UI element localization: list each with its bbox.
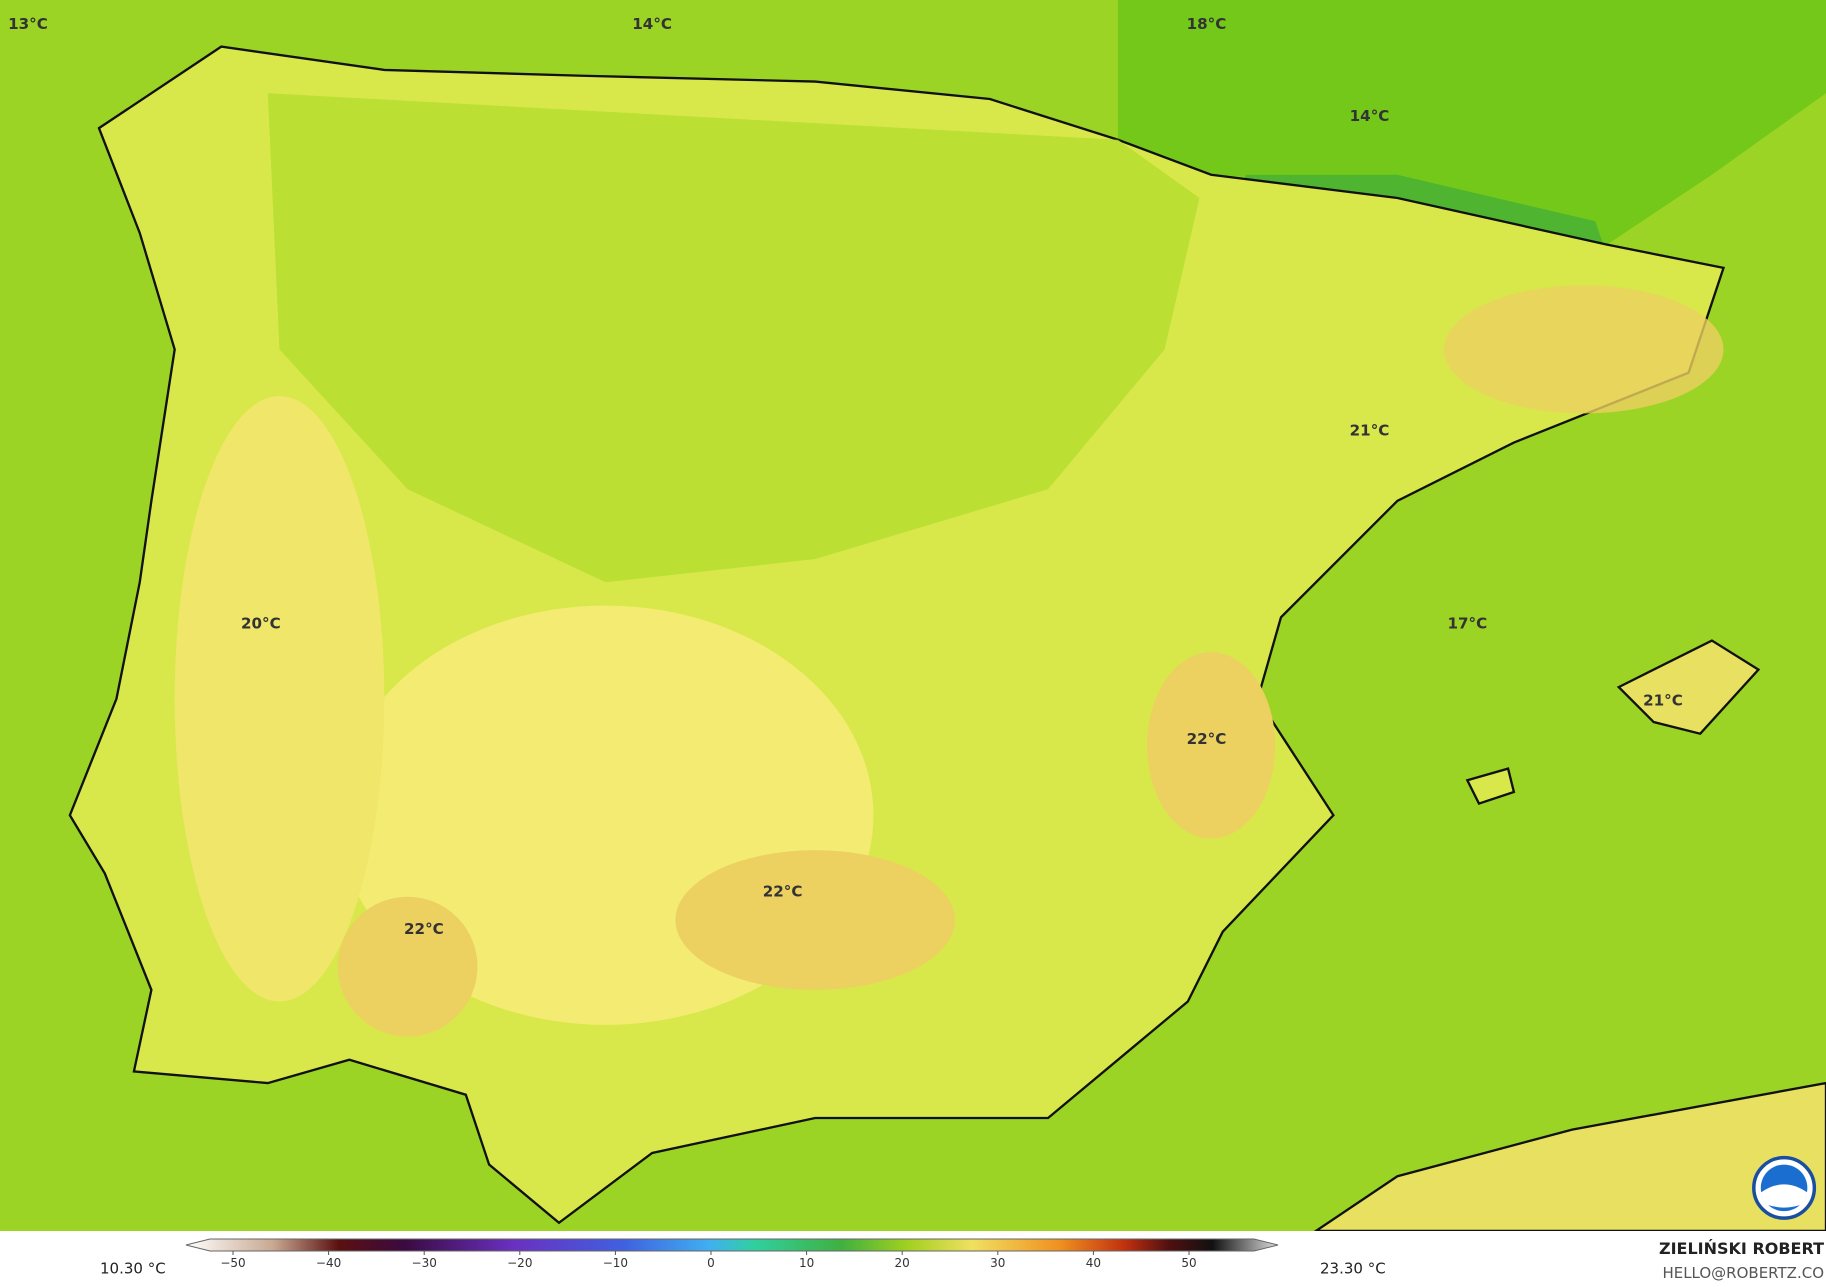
tick-label: 30 — [990, 1256, 1005, 1270]
ibiza — [1465, 767, 1516, 805]
map: 13°C 14°C 18°C 14°C 21°C 17°C 20°C 21°C 22°C 22°C… — [0, 0, 1826, 1231]
temperature-label: 18°C — [1187, 15, 1227, 33]
north-green — [267, 93, 1200, 583]
tick-label: −40 — [316, 1256, 341, 1270]
tick-label: 20 — [895, 1256, 910, 1270]
temperature-label: 14°C — [1350, 107, 1390, 125]
noaa-logo — [1752, 1155, 1817, 1220]
tick-label: −20 — [507, 1256, 532, 1270]
temperature-label: 22°C — [1187, 730, 1227, 748]
author: ZIELIŃSKI ROBERT — [1659, 1239, 1824, 1258]
warm-zone — [337, 896, 478, 1037]
temperature-label: 20°C — [241, 615, 281, 633]
temperature-label: 22°C — [404, 920, 444, 938]
temperature-label: 17°C — [1447, 615, 1487, 633]
mallorca — [1616, 639, 1761, 735]
tick-label: −10 — [603, 1256, 628, 1270]
warm-zone — [174, 395, 385, 1002]
tick-label: −50 — [220, 1256, 245, 1270]
france — [1117, 0, 1826, 245]
tick-label: −30 — [412, 1256, 437, 1270]
temperature-label: 22°C — [763, 883, 803, 901]
temperature-label: 21°C — [1350, 421, 1390, 439]
warm-zone — [1147, 652, 1276, 839]
max-label: 23.30 °C — [1320, 1260, 1386, 1278]
temperature-label: 14°C — [632, 15, 672, 33]
temperature-label: 21°C — [1643, 692, 1683, 710]
temperature-label: 13°C — [8, 15, 48, 33]
tick-label: 50 — [1181, 1256, 1196, 1270]
email: HELLO@ROBERTZ.CO — [1662, 1264, 1824, 1282]
warm-zone — [675, 850, 955, 990]
colorbar — [185, 1238, 1279, 1252]
warm-zone — [1444, 285, 1724, 414]
tick-label: 0 — [707, 1256, 715, 1270]
africa — [1313, 1081, 1826, 1231]
min-label: 10.30 °C — [100, 1260, 166, 1278]
tick-label: 40 — [1086, 1256, 1101, 1270]
tick-label: 10 — [799, 1256, 814, 1270]
legend-bar: 10.30 °C 23.30 °C ZIELIŃSKI ROBERT HELLO… — [100, 1238, 1824, 1282]
